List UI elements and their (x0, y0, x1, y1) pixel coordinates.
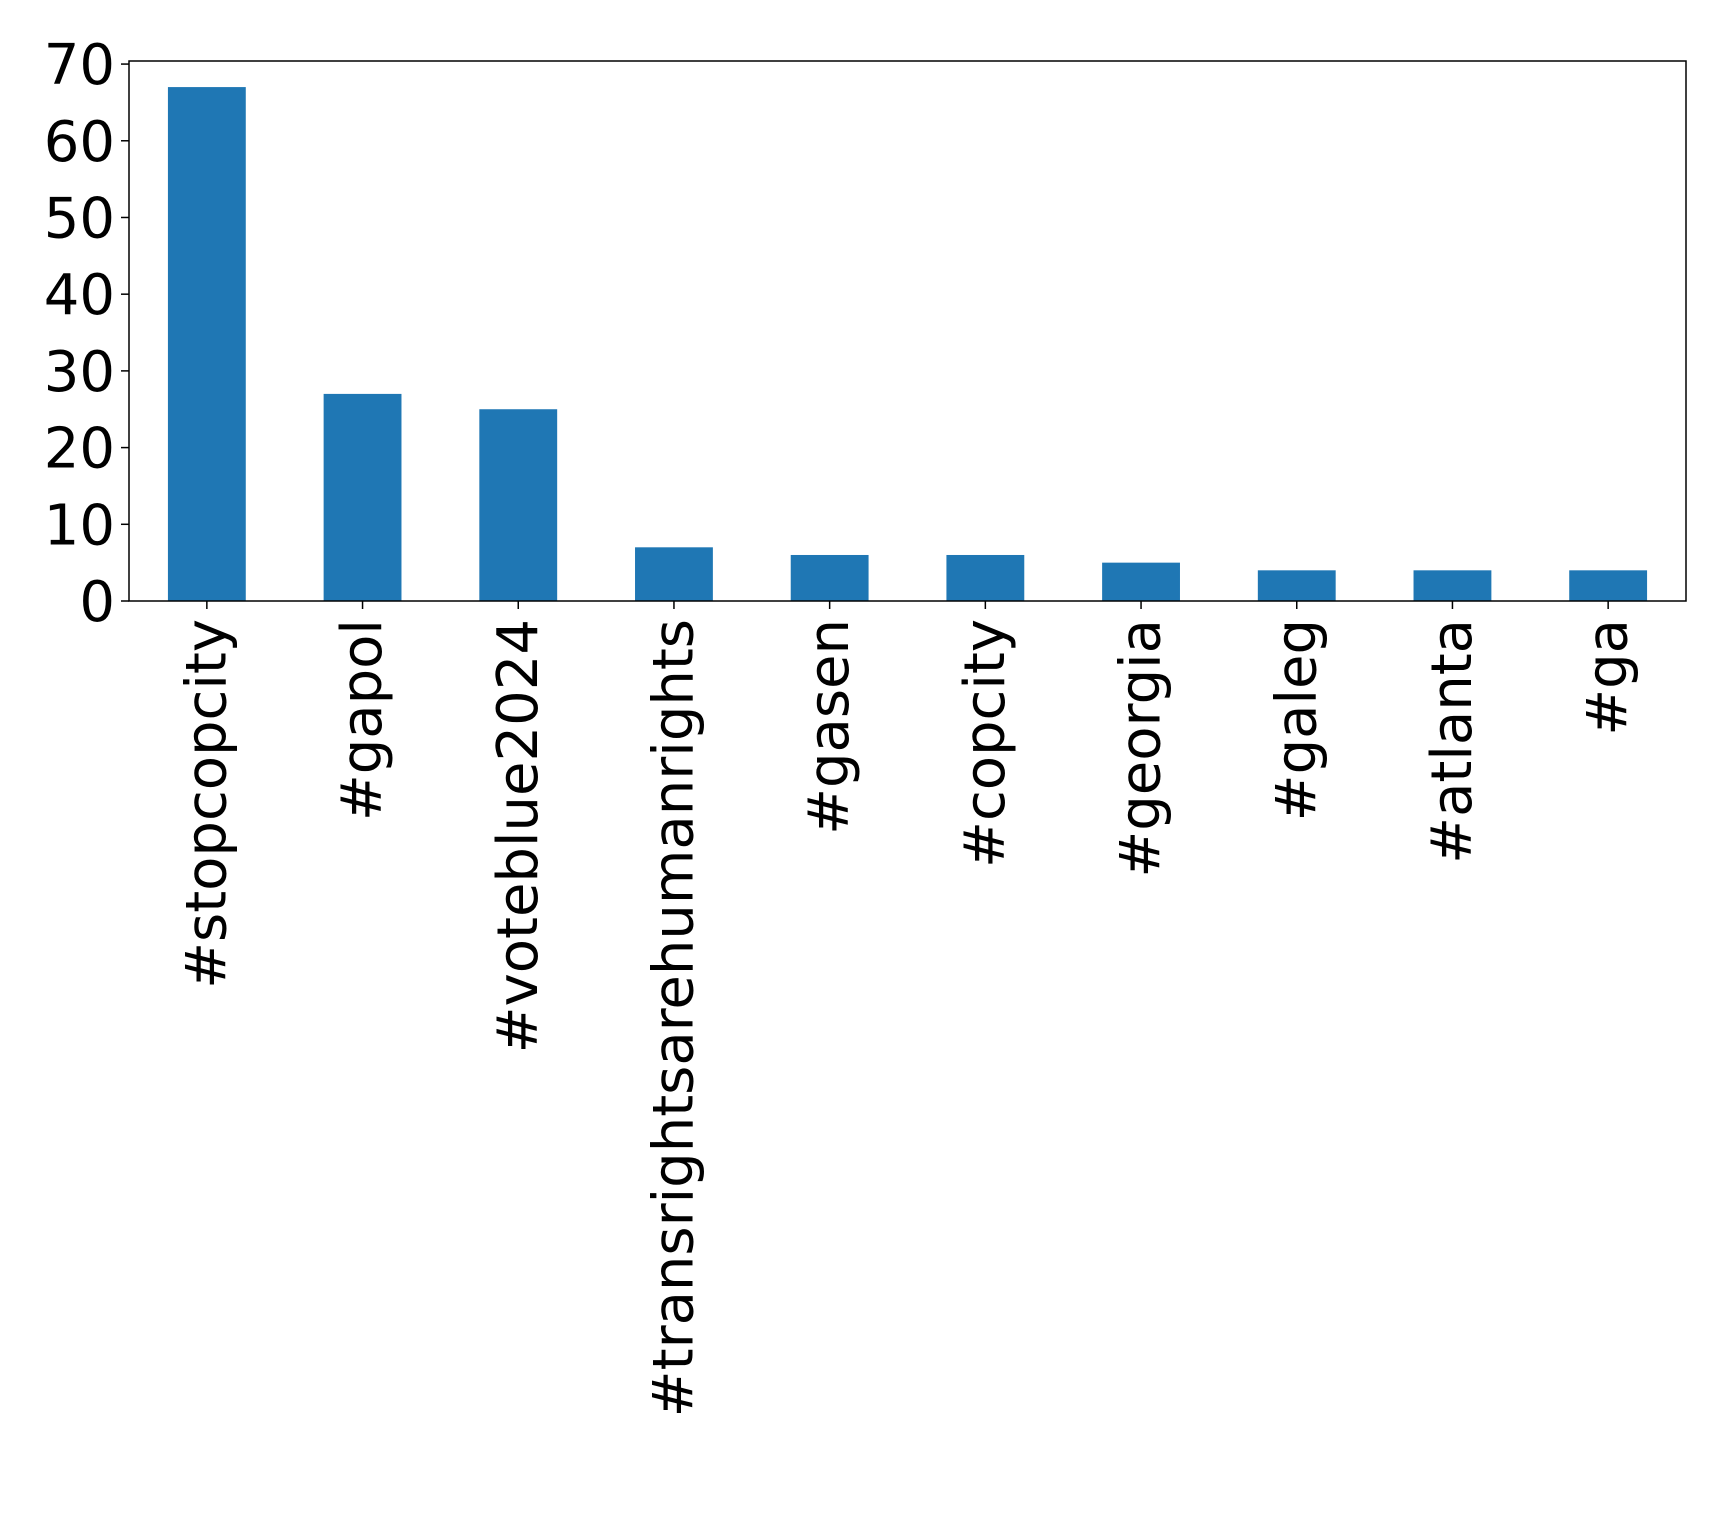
bar-gapol (323, 393, 402, 601)
x-tick-label: #ga (1576, 619, 1641, 736)
y-tick-label: 50 (44, 186, 115, 251)
bar-galeg (1257, 570, 1336, 601)
bars-group (167, 87, 1648, 602)
x-tick-label: #stopcopcity (174, 619, 239, 989)
y-axis-ticks: 0 10 20 30 40 50 60 70 (44, 33, 129, 635)
bar-ga (1569, 570, 1648, 601)
plot-frame (128, 60, 1687, 602)
x-tick-label: #transrightsarehumanrights (641, 619, 706, 1417)
bar-copcity (946, 554, 1025, 601)
x-tick-label: #gapol (330, 619, 395, 821)
x-tick-label: #copcity (953, 619, 1018, 868)
x-tick-label: #voteblue2024 (486, 619, 551, 1053)
bar-georgia (1102, 562, 1180, 601)
bar-transrightsarehumanrights (635, 547, 713, 601)
x-tick-label: #gasen (797, 619, 862, 835)
x-tick-label: #galeg (1264, 619, 1329, 821)
x-tick-label: #georgia (1109, 619, 1174, 878)
y-tick-label: 20 (44, 417, 115, 482)
y-tick-label: 40 (44, 263, 115, 328)
bar-stopcopcity (167, 87, 246, 602)
bar-gasen (790, 554, 869, 601)
bar-atlanta (1413, 570, 1492, 601)
y-tick-label: 60 (44, 110, 115, 175)
y-tick-label: 0 (79, 570, 115, 635)
x-tick-label: #atlanta (1420, 619, 1485, 864)
x-axis-ticks: #stopcopcity #gapol #voteblue2024 #transrig… (174, 601, 1641, 1417)
y-tick-label: 30 (44, 340, 115, 405)
bar-voteblue2024 (479, 409, 558, 601)
y-tick-label: 10 (44, 493, 115, 558)
y-tick-label: 70 (44, 33, 115, 98)
